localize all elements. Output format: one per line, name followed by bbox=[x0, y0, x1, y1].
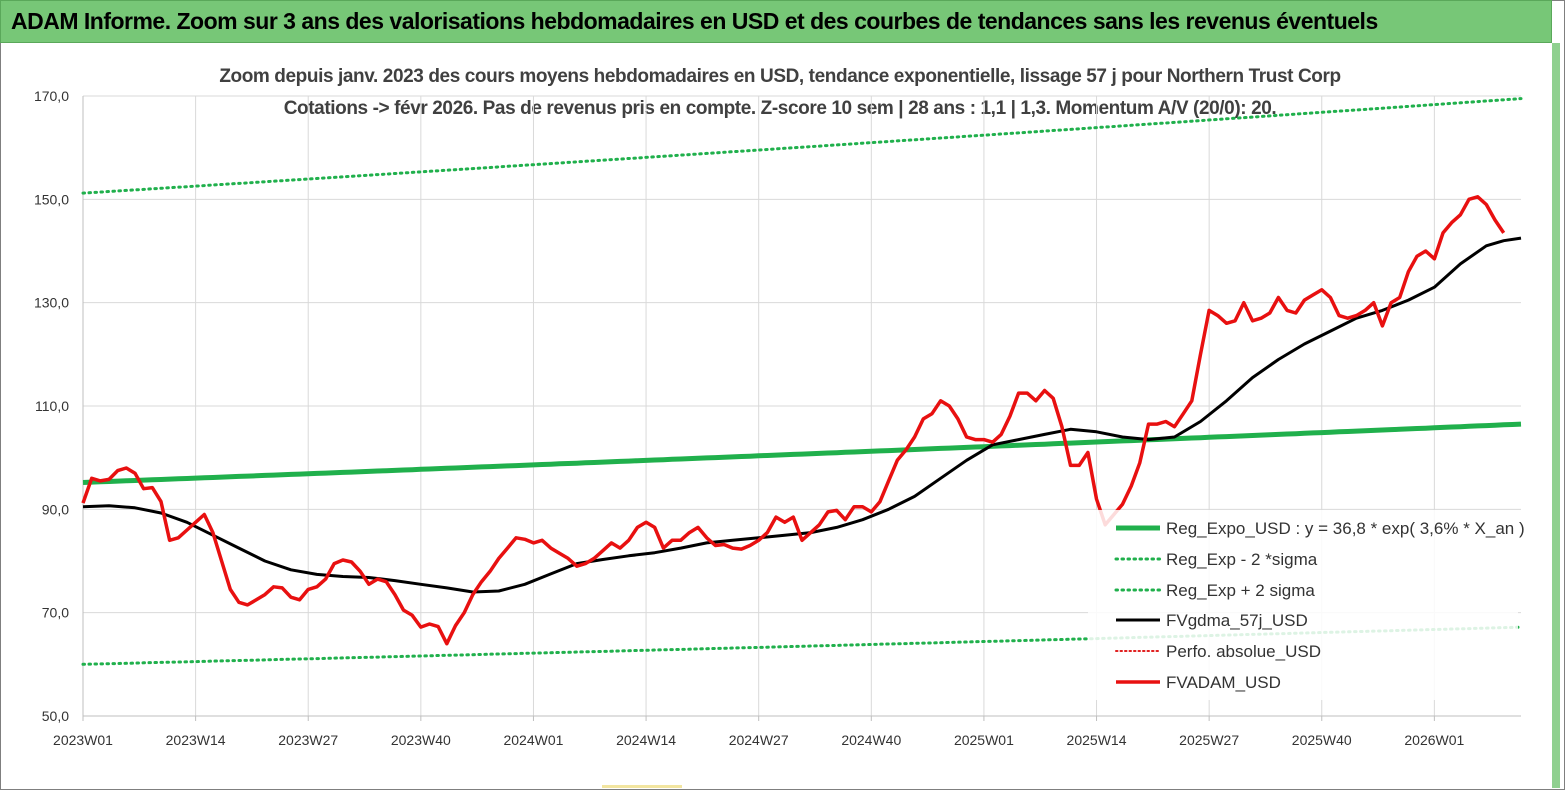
page-title: ADAM Informe. Zoom sur 3 ans des valoris… bbox=[11, 8, 1378, 34]
y-axis-ticks: 50,0 70,0 90,0 110,0 130,0 150,0 170,0 bbox=[34, 88, 84, 724]
x-tick-label: 2025W40 bbox=[1292, 732, 1352, 748]
x-tick-label: 2024W27 bbox=[729, 732, 789, 748]
chart-title-line-1: Zoom depuis janv. 2023 des cours moyens … bbox=[219, 66, 1341, 87]
series-reg-exp-plus-2sigma bbox=[81, 97, 1523, 195]
y-tick-label: 170,0 bbox=[34, 88, 69, 104]
legend-perfo-label: Perfo. absolue_USD bbox=[1166, 642, 1321, 661]
legend-reg-exp-plus-label: Reg_Exp + 2 sigma bbox=[1166, 581, 1315, 600]
x-tick-label: 2023W14 bbox=[166, 732, 226, 748]
x-tick-label: 2026W01 bbox=[1404, 732, 1464, 748]
y-tick-label: 130,0 bbox=[34, 295, 69, 311]
x-tick-label: 2023W01 bbox=[53, 732, 113, 748]
legend-fvgdma-label: FVgdma_57j_USD bbox=[1166, 611, 1308, 630]
chart-title-line-2: Cotations -> févr 2026. Pas de revenus p… bbox=[283, 98, 1277, 119]
x-tick-label: 2025W01 bbox=[954, 732, 1014, 748]
y-tick-label: 50,0 bbox=[42, 708, 69, 724]
y-tick-label: 70,0 bbox=[42, 605, 69, 621]
legend-reg-exp-minus-label: Reg_Exp - 2 *sigma bbox=[1166, 550, 1318, 569]
x-axis-ticks: 2023W01 2023W14 2023W27 2023W40 2024W01 2024W… bbox=[53, 715, 1521, 748]
header-bar: ADAM Informe. Zoom sur 3 ans des valoris… bbox=[0, 0, 1552, 43]
y-tick-label: 90,0 bbox=[42, 501, 69, 517]
legend-box bbox=[1088, 510, 1518, 700]
legend: Reg_Expo_USD : y = 36,8 * exp( 3,6% * X_… bbox=[1088, 510, 1525, 700]
x-tick-label: 2024W40 bbox=[841, 732, 901, 748]
legend-reg-expo-label: Reg_Expo_USD : y = 36,8 * exp( 3,6% * X_… bbox=[1166, 519, 1525, 538]
right-accent-bar bbox=[1552, 43, 1560, 788]
y-tick-label: 110,0 bbox=[35, 398, 69, 414]
series-reg-expo-usd bbox=[82, 421, 1522, 485]
legend-fvadam-label: FVADAM_USD bbox=[1166, 673, 1281, 692]
x-tick-label: 2025W27 bbox=[1179, 732, 1239, 748]
x-tick-label: 2023W27 bbox=[278, 732, 338, 748]
x-tick-label: 2023W40 bbox=[391, 732, 451, 748]
x-tick-label: 2024W01 bbox=[503, 732, 563, 748]
bottom-marker bbox=[602, 785, 682, 788]
series-fvadam-usd bbox=[81, 195, 1506, 646]
y-tick-label: 150,0 bbox=[34, 191, 69, 207]
x-tick-label: 2024W14 bbox=[616, 732, 676, 748]
x-tick-label: 2025W14 bbox=[1067, 732, 1127, 748]
